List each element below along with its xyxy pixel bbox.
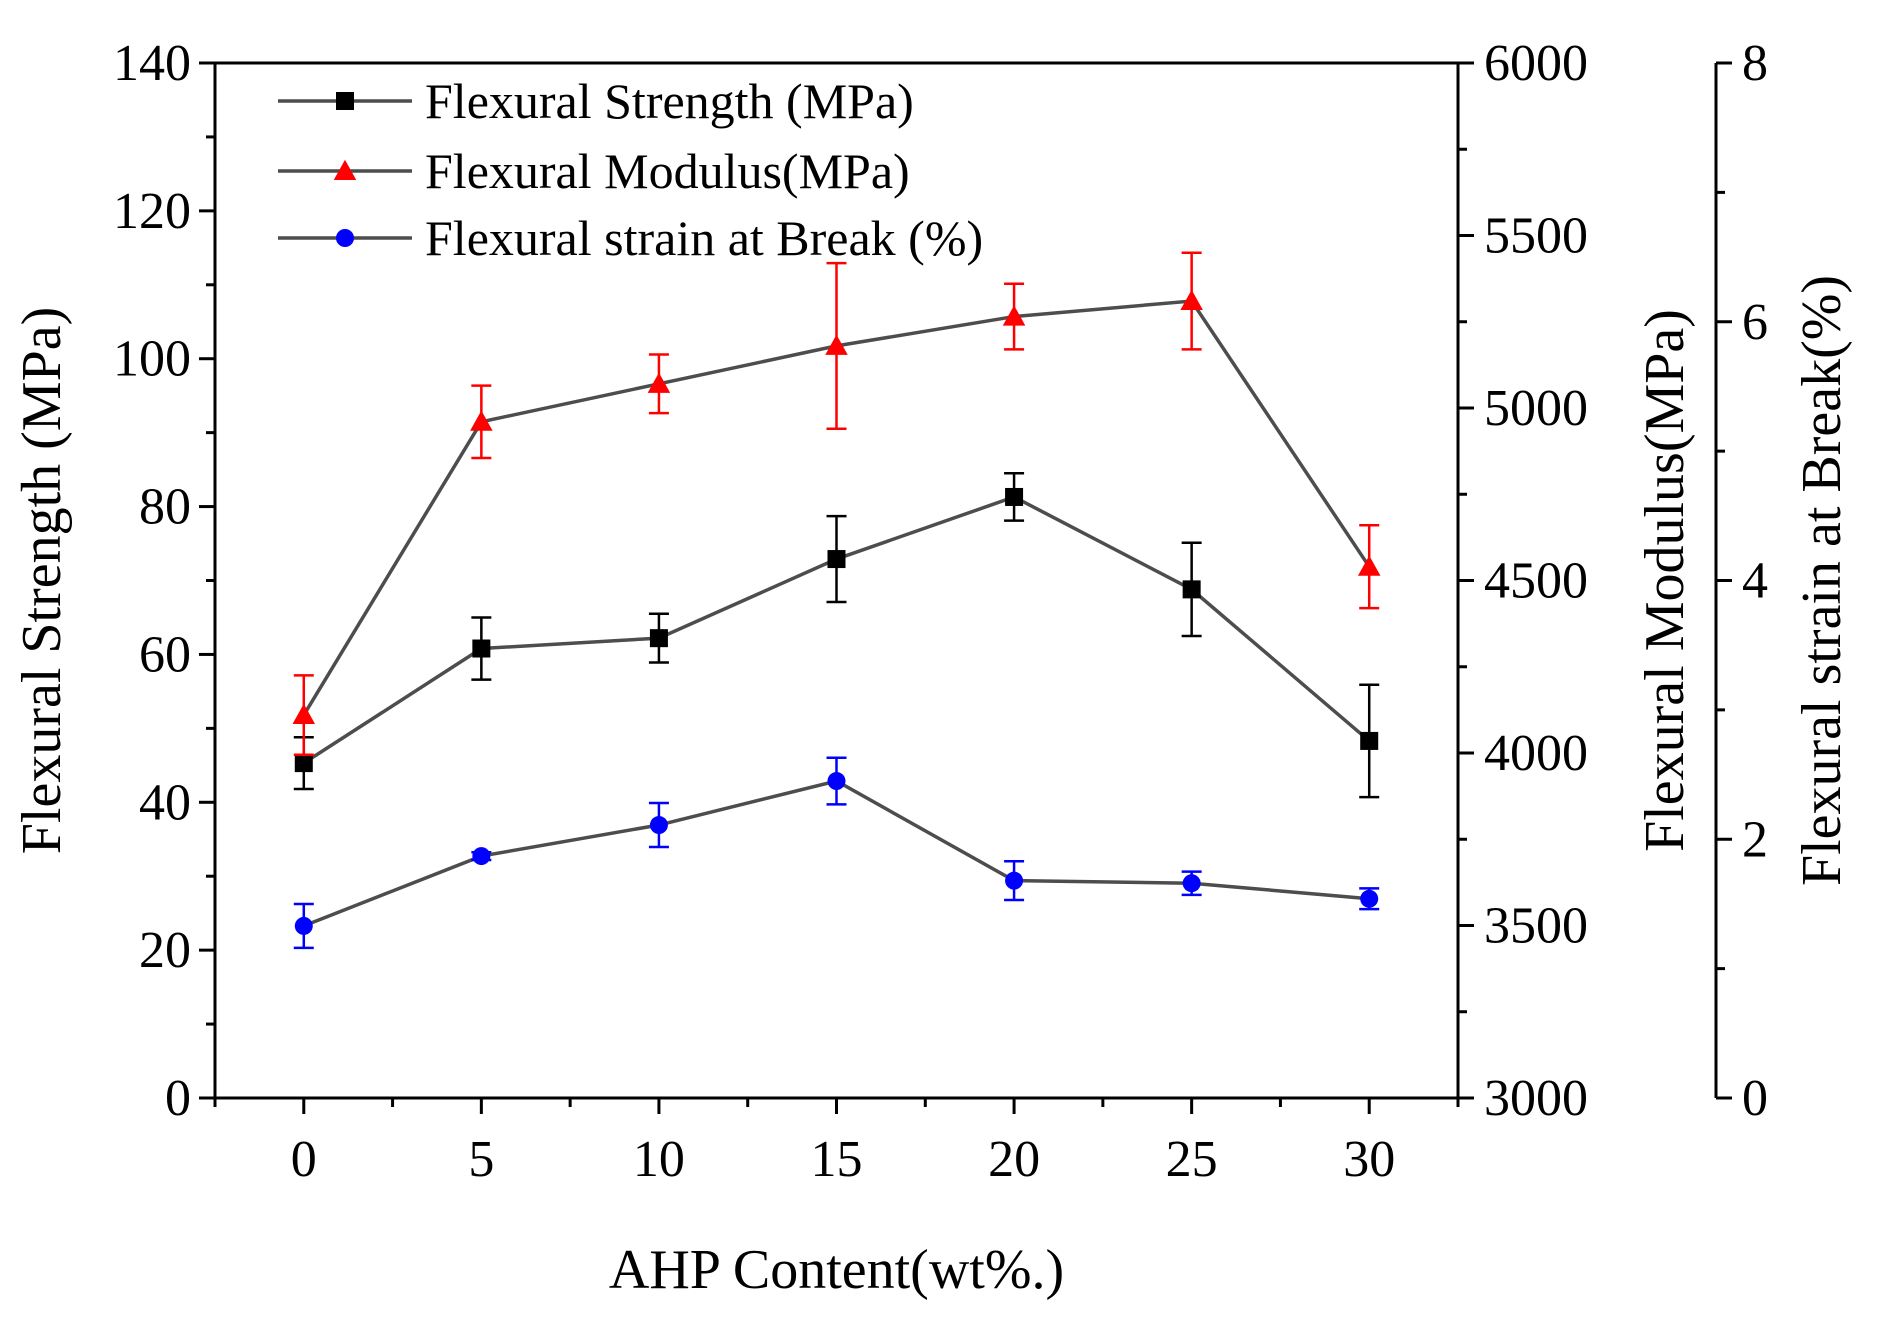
- left-tick-label: 0: [165, 1070, 191, 1127]
- right2-tick-label: 6: [1742, 294, 1768, 351]
- legend-marker: [336, 229, 354, 247]
- x-tick-label: 5: [468, 1131, 494, 1188]
- data-point: [294, 754, 313, 773]
- data-point: [1182, 580, 1201, 599]
- x-tick-label: 25: [1166, 1131, 1218, 1188]
- data-point: [827, 550, 846, 569]
- right2-tick-label: 0: [1742, 1070, 1768, 1127]
- x-tick-label: 20: [988, 1131, 1040, 1188]
- data-point: [825, 334, 848, 355]
- data-point: [1180, 289, 1203, 311]
- right1-tick-label: 6000: [1484, 35, 1588, 92]
- data-point: [1005, 871, 1024, 890]
- data-point: [1360, 889, 1379, 908]
- data-point: [294, 916, 313, 935]
- right2-tick-label: 8: [1742, 35, 1768, 92]
- data-point: [647, 372, 671, 393]
- left-tick-label: 100: [113, 331, 191, 388]
- right1-tick-label: 4500: [1484, 553, 1588, 610]
- legend-label: Flexural Strength (MPa): [425, 73, 914, 129]
- right1-tick-label: 3000: [1484, 1070, 1588, 1127]
- data-point: [649, 629, 668, 648]
- left-axis-title: Flexural Strength (MPa): [11, 307, 73, 854]
- right2-tick-label: 4: [1742, 553, 1768, 610]
- data-point: [827, 772, 846, 791]
- data-point: [472, 639, 491, 658]
- right1-axis-title: Flexural Modulus(MPa): [1634, 309, 1696, 852]
- legend-marker: [336, 92, 354, 110]
- data-point: [470, 410, 493, 431]
- left-tick-label: 40: [139, 774, 191, 831]
- right1-tick-label: 5500: [1484, 208, 1588, 265]
- right2-tick-label: 2: [1742, 811, 1768, 868]
- x-tick-label: 10: [633, 1131, 685, 1188]
- left-tick-label: 140: [113, 35, 191, 92]
- series-triangle: [293, 251, 1380, 756]
- right1-tick-label: 3500: [1484, 898, 1588, 955]
- left-tick-label: 120: [113, 183, 191, 240]
- data-point: [1182, 874, 1201, 893]
- right1-tick-label: 4000: [1484, 725, 1588, 782]
- left-tick-label: 60: [139, 626, 191, 683]
- data-point: [649, 816, 668, 835]
- data-point: [292, 703, 316, 725]
- data-point: [1005, 487, 1024, 506]
- legend-marker: [333, 159, 357, 180]
- legend-label: Flexural strain at Break (%): [425, 210, 983, 266]
- right2-axis-title: Flexural strain at Break(%): [1791, 275, 1853, 886]
- data-point: [1357, 555, 1381, 576]
- x-tick-label: 0: [291, 1131, 317, 1188]
- right1-tick-label: 5000: [1484, 380, 1588, 437]
- data-point: [1002, 305, 1026, 326]
- series-square: [293, 472, 1380, 799]
- left-tick-label: 20: [139, 922, 191, 979]
- x-tick-label: 30: [1343, 1131, 1395, 1188]
- legend-label: Flexural Modulus(MPa): [425, 143, 910, 199]
- x-tick-label: 15: [811, 1131, 863, 1188]
- data-point: [1360, 731, 1379, 750]
- left-tick-label: 80: [139, 479, 191, 536]
- data-point: [472, 847, 491, 866]
- x-axis-title: AHP Content(wt%.): [609, 1239, 1064, 1301]
